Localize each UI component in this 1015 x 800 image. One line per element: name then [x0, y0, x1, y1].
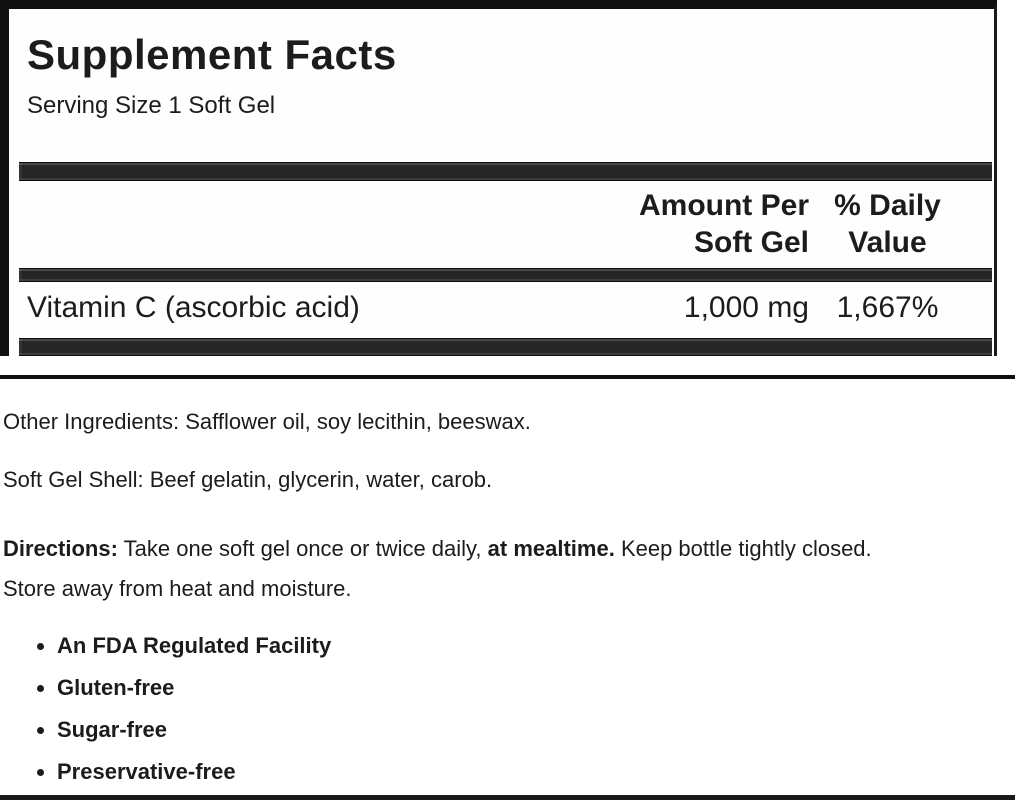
serving-size-text: Serving Size 1 Soft Gel	[27, 92, 276, 119]
thick-separator-header	[19, 268, 992, 282]
nutrient-daily-value: 1,667%	[836, 291, 939, 324]
directions-paragraph: Directions: Take one soft gel once or tw…	[3, 529, 1015, 609]
thick-separator-top	[19, 162, 992, 181]
nutrient-name: Vitamin C (ascorbic acid)	[27, 291, 360, 324]
facts-header-row: Amount Per Soft Gel % Daily Value	[9, 187, 994, 261]
features-list: An FDA Regulated Facility Gluten-free Su…	[3, 633, 1015, 785]
directions-label: Directions:	[3, 536, 118, 561]
directions-part2: Keep bottle tightly closed.	[614, 536, 872, 561]
feature-item: Sugar-free	[57, 717, 1015, 743]
directions-line2: Store away from heat and moisture.	[3, 576, 352, 601]
panel-bottom-border	[0, 375, 1015, 379]
soft-gel-shell-text: Soft Gel Shell: Beef gelatin, glycerin, …	[3, 467, 493, 492]
feature-item: Gluten-free	[57, 675, 1015, 701]
label-details-section: Other Ingredients: Safflower oil, soy le…	[0, 409, 1015, 785]
other-ingredients-text: Other Ingredients: Safflower oil, soy le…	[3, 409, 531, 434]
nutrient-amount: 1,000 mg	[683, 291, 809, 324]
header-dv-line2: Value	[848, 226, 927, 259]
header-amount-line1: Amount Per	[638, 189, 809, 222]
header-amount-line2: Soft Gel	[693, 226, 809, 259]
header-amount-per: Amount Per Soft Gel	[559, 187, 809, 261]
header-dv-line1: % Daily	[834, 189, 941, 222]
directions-emphasis: at mealtime.	[487, 536, 615, 561]
nutrient-row: Vitamin C (ascorbic acid) 1,000 mg 1,667…	[9, 286, 994, 330]
feature-item: Preservative-free	[57, 759, 1015, 785]
panel-title: Supplement Facts	[27, 31, 397, 78]
directions-line1: Directions: Take one soft gel once or tw…	[3, 529, 1015, 569]
cropped-next-panel-bar	[0, 795, 1015, 800]
thick-separator-bottom	[19, 338, 992, 356]
header-daily-value: % Daily Value	[809, 187, 966, 261]
feature-item: An FDA Regulated Facility	[57, 633, 1015, 659]
directions-part1: Take one soft gel once or twice daily,	[117, 536, 488, 561]
supplement-facts-panel: Supplement Facts Serving Size 1 Soft Gel…	[0, 0, 997, 356]
